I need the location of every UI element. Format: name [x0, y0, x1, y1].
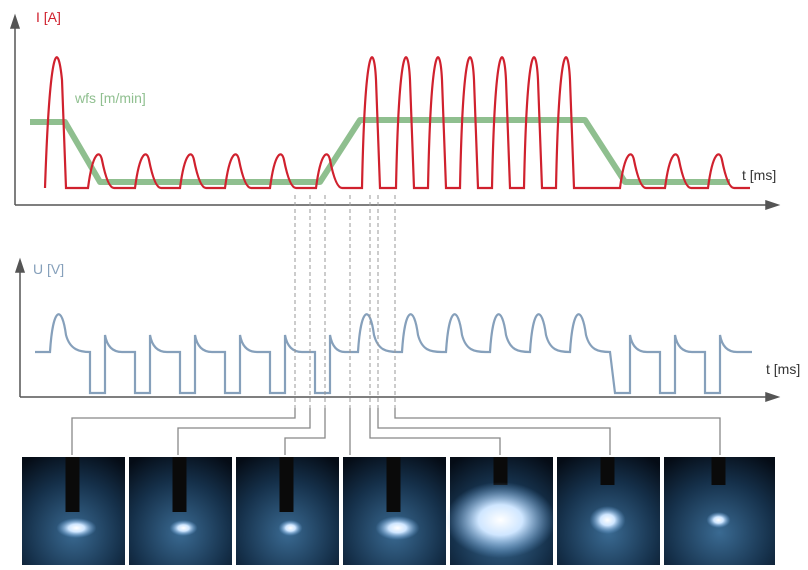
- arc-glow: [376, 516, 420, 540]
- photo-strip: [22, 457, 775, 565]
- arc-glow: [279, 520, 303, 536]
- electrode: [66, 457, 80, 512]
- electrode: [494, 457, 508, 485]
- arc-glow: [170, 520, 198, 536]
- time-label-bottom: t [ms]: [766, 361, 800, 377]
- voltage-label: U [V]: [33, 261, 64, 277]
- time-label-top: t [ms]: [742, 167, 776, 183]
- electrode: [601, 457, 615, 485]
- current-label: I [A]: [36, 9, 61, 25]
- arc-glow: [590, 506, 626, 534]
- current-curve: [45, 57, 750, 188]
- arc-glow: [446, 482, 556, 558]
- voltage-curve: [35, 314, 752, 393]
- guides: [295, 195, 395, 410]
- electrode: [280, 457, 294, 512]
- electrode: [173, 457, 187, 512]
- arc-glow: [707, 512, 731, 528]
- electrode: [712, 457, 726, 485]
- connectors: [72, 408, 720, 455]
- page: {"top_plot": {"y_label": "I [A]", "serie…: [0, 0, 808, 570]
- bottom-axes: [16, 260, 778, 401]
- arc-glow: [57, 518, 97, 538]
- wfs-label: wfs [m/min]: [74, 90, 146, 106]
- electrode: [387, 457, 401, 512]
- diagram: I [A] wfs [m/min] t [ms] U [V] t [ms]: [0, 0, 808, 565]
